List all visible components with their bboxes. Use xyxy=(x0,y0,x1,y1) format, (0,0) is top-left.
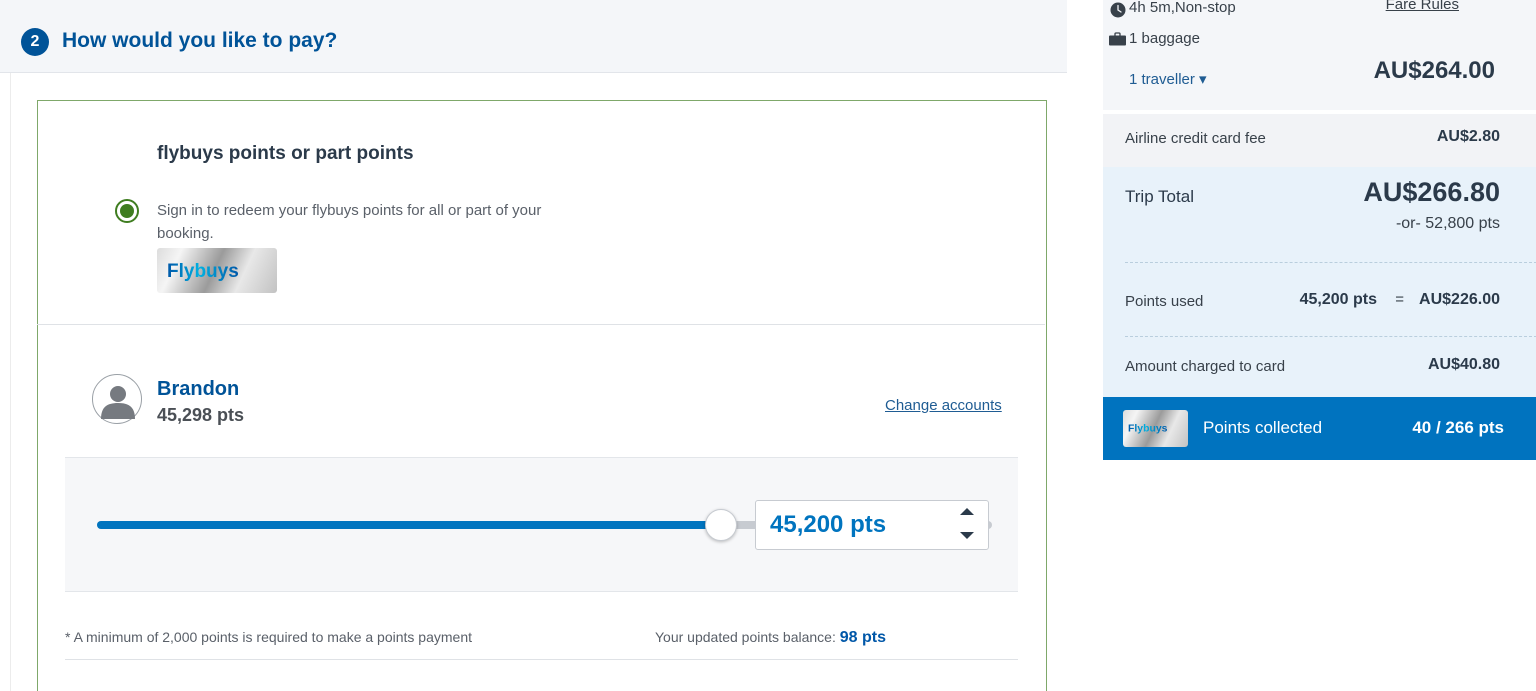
svg-text:Flybuys: Flybuys xyxy=(1128,423,1168,434)
svg-text:Flybuys: Flybuys xyxy=(167,261,239,282)
